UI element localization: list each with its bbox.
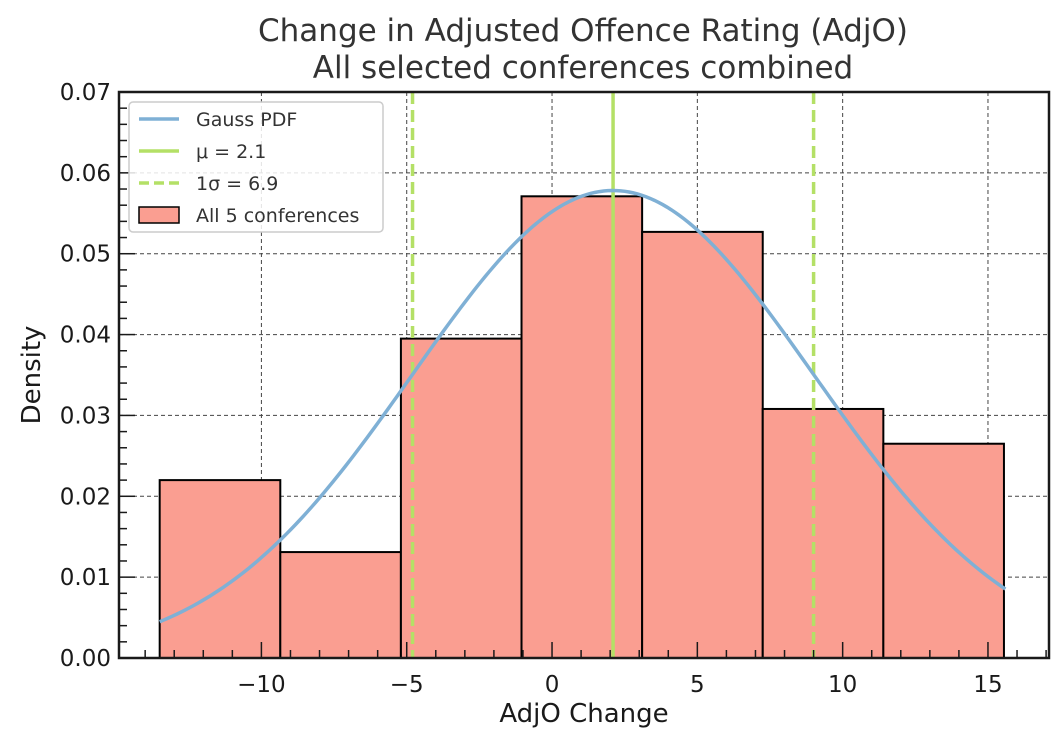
legend-label: μ = 2.1 [196,141,266,163]
x-tick-label: 0 [545,672,560,698]
y-tick-label: 0.00 [60,646,111,672]
histogram-bar [882,442,1005,659]
legend-box [128,101,384,233]
plot-frame [117,90,1051,660]
histogram-bar [279,551,402,660]
x-tick-label: −5 [390,672,424,698]
histogram-bar [399,337,523,659]
legend: Gauss PDF μ = 2.1 1σ = 6.9 All 5 conference… [128,101,384,233]
histogram-bar [761,407,885,659]
legend-swatch [138,206,180,224]
x-tick-label: 5 [690,672,705,698]
y-tick-label: 0.02 [60,484,111,510]
reference-lines [410,92,816,658]
gauss-pdf-curve [159,188,1007,624]
chart-title: Change in Adjusted Offence Rating (AdjO) [258,13,908,49]
y-tick-label: 0.05 [60,242,111,268]
histogram-bar [520,195,644,659]
chart-subtitle: All selected conferences combined [313,50,853,86]
y-tick-label: 0.01 [60,565,111,591]
x-tick-label: 10 [828,672,857,698]
histogram-bars [158,195,1005,660]
legend-label: 1σ = 6.9 [196,173,278,195]
y-axis-label: Density [17,326,47,425]
y-tick-label: 0.04 [60,323,111,349]
x-tick-label: 15 [973,672,1002,698]
x-axis-label: AdjO Change [499,699,668,729]
histogram-bar [158,479,282,659]
legend-label: All 5 conferences [196,205,359,227]
tick-marks [119,91,1047,659]
x-tick-label: −10 [237,672,286,698]
y-tick-label: 0.03 [60,403,111,429]
x-tick-labels: −10 −5 0 5 10 15 [237,672,1002,698]
y-tick-labels: 0.00 0.01 0.02 0.03 0.04 0.05 0.06 0.07 [60,80,111,672]
y-tick-label: 0.07 [60,80,111,106]
legend-label: Gauss PDF [196,109,297,131]
histogram-bar [641,230,764,660]
y-tick-label: 0.06 [60,161,111,187]
